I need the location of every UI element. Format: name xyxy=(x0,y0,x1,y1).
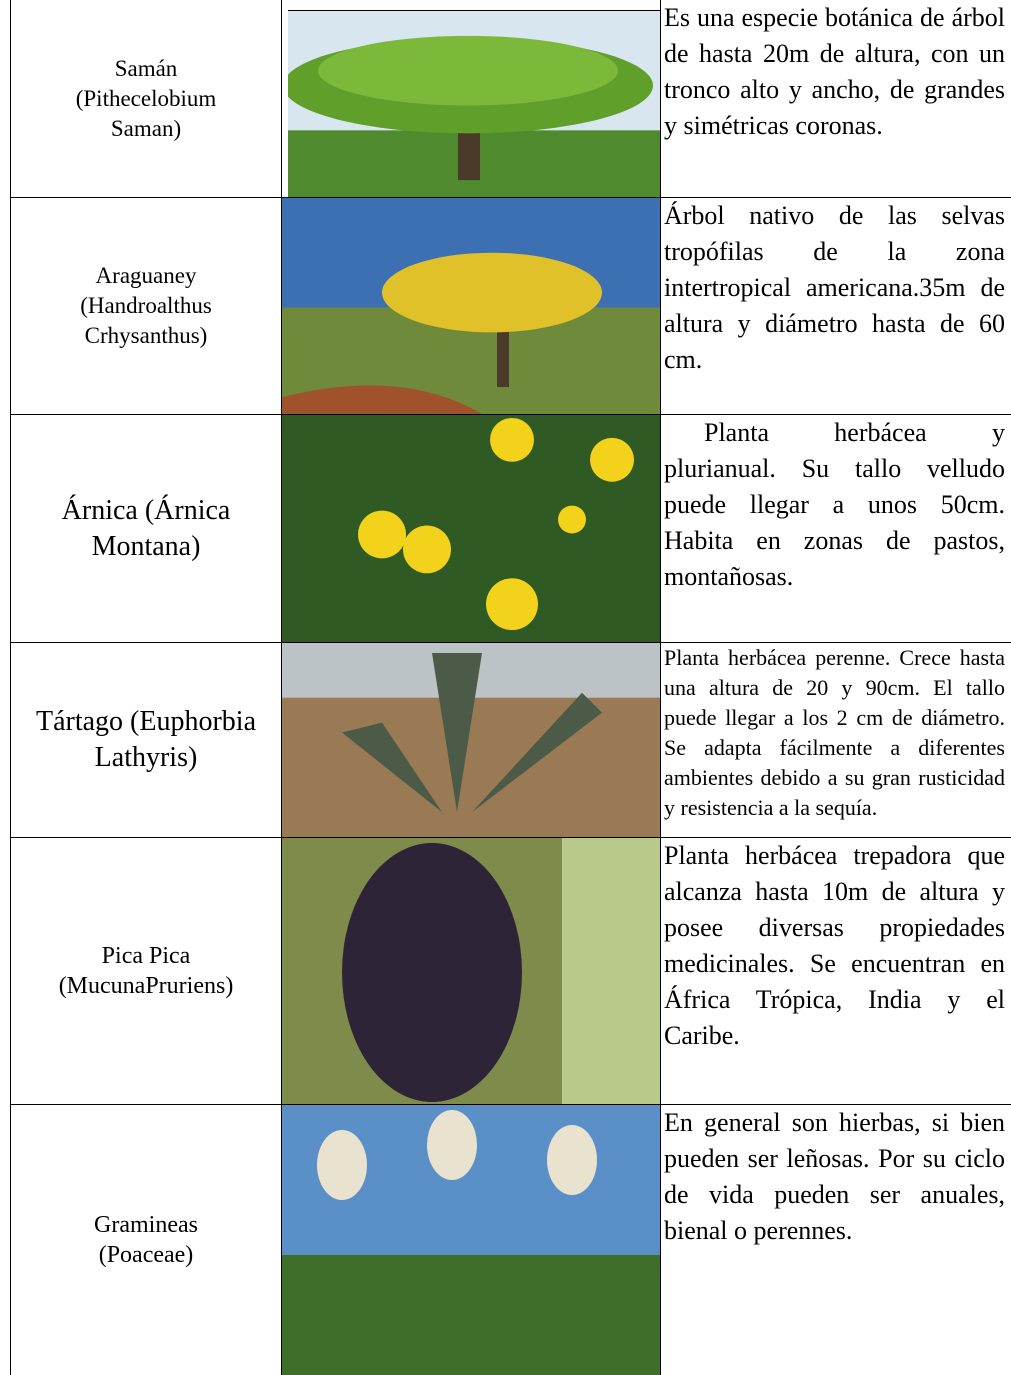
name-line: Lathyris) xyxy=(94,742,198,773)
description-cell: Planta herbácea y plurianual. Su tallo v… xyxy=(660,415,1005,642)
description-cell: Árbol nativo de las selvas tropófilas de… xyxy=(660,198,1005,414)
plant-image xyxy=(282,1105,660,1375)
table-row: Araguaney (Handroalthus Crhysanthus) Árbol… xyxy=(10,198,1011,415)
table-row: Árnica (Árnica Montana) Planta herbácea y… xyxy=(10,415,1011,643)
plant-image xyxy=(288,10,660,197)
name-line: Pica Pica xyxy=(101,943,191,969)
description-cell: Planta herbácea perenne. Crece hasta una… xyxy=(660,643,1005,837)
table-row: Samán (Pithecelobium Saman) Es una especie… xyxy=(10,0,1011,198)
name-line: Araguaney xyxy=(95,263,197,288)
plant-image xyxy=(282,415,660,642)
name-cell: Gramineas (Poaceae) xyxy=(10,1105,282,1375)
plant-image xyxy=(282,643,660,837)
name-line: (Handroalthus xyxy=(80,293,212,318)
description-cell: Planta herbácea trepadora que alcanza ha… xyxy=(660,838,1005,1104)
name-line: Crhysanthus) xyxy=(84,323,208,348)
name-line: (MucunaPruriens) xyxy=(58,973,234,999)
name-line: Gramineas xyxy=(94,1212,198,1238)
plant-image xyxy=(282,198,660,414)
name-line: (Poaceae) xyxy=(98,1242,194,1268)
name-line: Montana) xyxy=(91,530,201,562)
name-cell: Árnica (Árnica Montana) xyxy=(10,415,282,642)
name-line: Tártago (Euphorbia xyxy=(35,706,257,737)
name-line: Árnica (Árnica xyxy=(61,494,231,526)
name-line: Samán xyxy=(114,55,178,81)
description-cell: Es una especie botánica de árbol de hast… xyxy=(660,0,1005,197)
table-row: Pica Pica (MucunaPruriens) Planta herbáce… xyxy=(10,838,1011,1105)
table-row: Gramineas (Poaceae) En general son hierba… xyxy=(10,1105,1011,1375)
name-cell: Tártago (Euphorbia Lathyris) xyxy=(10,643,282,837)
name-cell: Samán (Pithecelobium Saman) xyxy=(10,0,282,197)
name-line: (Pithecelobium xyxy=(75,85,217,111)
table-row: Tártago (Euphorbia Lathyris) Planta herbá… xyxy=(10,643,1011,838)
name-line: Saman) xyxy=(110,115,182,141)
plant-image xyxy=(282,838,660,1104)
name-cell: Pica Pica (MucunaPruriens) xyxy=(10,838,282,1104)
description-cell: En general son hierbas, si bien pueden s… xyxy=(660,1105,1005,1375)
name-cell: Araguaney (Handroalthus Crhysanthus) xyxy=(10,198,282,414)
